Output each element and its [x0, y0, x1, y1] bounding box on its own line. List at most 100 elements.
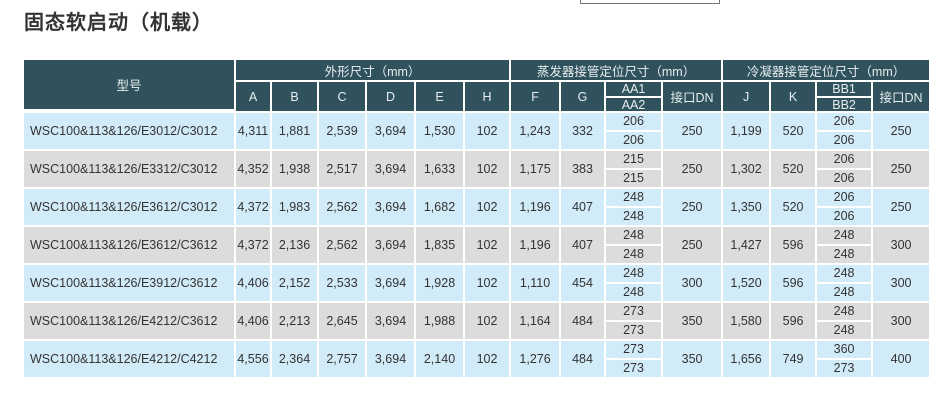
cell-dn2: 300 [873, 263, 930, 301]
cell-e: 2,140 [416, 339, 463, 377]
cell-bb: 248 248 [817, 301, 872, 339]
cell-dn1: 250 [663, 187, 722, 225]
cell-aa: 273 273 [606, 339, 662, 377]
cell-aa2: 273 [623, 323, 644, 337]
cell-bb2: 206 [833, 209, 855, 223]
cell-model: WSC100&113&126/E3612/C3612 [24, 225, 234, 263]
header-evaporator: 蒸发器接管定位尺寸（mm） [511, 60, 722, 82]
cell-e: 1,835 [416, 225, 463, 263]
cell-aa2: 248 [623, 209, 644, 223]
header-a: A [236, 82, 270, 111]
cell-h: 102 [465, 149, 510, 187]
cell-d: 3,694 [367, 149, 414, 187]
cell-a: 4,372 [236, 187, 270, 225]
cell-bb: 360 273 [817, 339, 872, 377]
header-bb2: BB2 [832, 98, 856, 112]
header-aa: AA1 AA2 [606, 82, 662, 112]
cell-b: 1,938 [272, 149, 317, 187]
cell-bb: 248 248 [817, 225, 872, 263]
cell-bb1: 248 [817, 227, 872, 246]
cell-h: 102 [465, 187, 510, 225]
header-g: G [561, 82, 605, 111]
cell-j: 1,520 [723, 263, 770, 301]
cell-g: 454 [561, 263, 605, 301]
cell-bb2: 206 [833, 133, 855, 147]
cell-aa2: 273 [623, 361, 644, 375]
cell-bb1: 248 [817, 303, 872, 322]
cell-c: 2,517 [319, 149, 365, 187]
cell-dn2: 250 [873, 149, 930, 187]
header-c: C [319, 82, 365, 111]
cell-d: 3,694 [367, 225, 414, 263]
cell-g: 407 [561, 187, 605, 225]
cell-bb1: 206 [817, 189, 872, 208]
table-row: WSC100&113&126/E3612/C3012 4,372 1,983 2,56… [24, 187, 930, 225]
table-row: WSC100&113&126/E4212/C4212 4,556 2,364 2,75… [24, 339, 930, 377]
cell-k: 520 [771, 187, 816, 225]
cell-b: 2,136 [272, 225, 317, 263]
cell-dn2: 300 [873, 225, 930, 263]
spec-table: 型号 外形尺寸（mm） 蒸发器接管定位尺寸（mm） 冷凝器接管定位尺寸（mm） … [22, 60, 930, 377]
header-outline-dimensions: 外形尺寸（mm） [236, 60, 510, 82]
cell-c: 2,533 [319, 263, 365, 301]
header-dn1: 接口DN [663, 82, 722, 111]
cell-aa1: 206 [606, 113, 662, 132]
cell-b: 1,983 [272, 187, 317, 225]
cell-bb2: 206 [833, 171, 855, 185]
cell-h: 102 [465, 301, 510, 339]
cell-dn2: 250 [873, 187, 930, 225]
cell-aa1: 215 [606, 151, 662, 170]
cell-dn1: 250 [663, 111, 722, 149]
header-bb1: BB1 [817, 82, 872, 98]
cell-j: 1,350 [723, 187, 770, 225]
cell-h: 102 [465, 339, 510, 377]
header-d: D [367, 82, 414, 111]
cell-j: 1,199 [723, 111, 770, 149]
cell-c: 2,757 [319, 339, 365, 377]
header-condenser: 冷凝器接管定位尺寸（mm） [723, 60, 930, 82]
decorative-frame-fragment [580, 0, 720, 4]
cell-aa: 273 273 [606, 301, 662, 339]
cell-f: 1,196 [511, 187, 560, 225]
cell-a: 4,556 [236, 339, 270, 377]
cell-bb: 206 206 [817, 111, 872, 149]
cell-k: 596 [771, 263, 816, 301]
cell-dn1: 250 [663, 149, 722, 187]
cell-bb: 248 248 [817, 263, 872, 301]
cell-g: 407 [561, 225, 605, 263]
cell-g: 484 [561, 339, 605, 377]
cell-aa: 215 215 [606, 149, 662, 187]
cell-c: 2,539 [319, 111, 365, 149]
cell-dn1: 250 [663, 225, 722, 263]
cell-model: WSC100&113&126/E3312/C3012 [24, 149, 234, 187]
cell-h: 102 [465, 111, 510, 149]
cell-f: 1,164 [511, 301, 560, 339]
cell-f: 1,243 [511, 111, 560, 149]
header-k: K [771, 82, 816, 111]
table-row: WSC100&113&126/E3612/C3612 4,372 2,136 2,56… [24, 225, 930, 263]
cell-h: 102 [465, 225, 510, 263]
cell-k: 596 [771, 301, 816, 339]
cell-aa1: 273 [606, 341, 662, 360]
cell-bb1: 360 [817, 341, 872, 360]
header-dn2: 接口DN [873, 82, 930, 111]
cell-b: 1,881 [272, 111, 317, 149]
cell-aa1: 248 [606, 189, 662, 208]
cell-g: 332 [561, 111, 605, 149]
cell-g: 484 [561, 301, 605, 339]
table-row: WSC100&113&126/E4212/C3612 4,406 2,213 2,64… [24, 301, 930, 339]
header-f: F [511, 82, 560, 111]
header-j: J [723, 82, 770, 111]
cell-dn1: 350 [663, 301, 722, 339]
cell-dn1: 300 [663, 263, 722, 301]
cell-model: WSC100&113&126/E4212/C4212 [24, 339, 234, 377]
cell-j: 1,302 [723, 149, 770, 187]
cell-bb1: 248 [817, 265, 872, 284]
cell-d: 3,694 [367, 339, 414, 377]
cell-aa: 248 248 [606, 263, 662, 301]
cell-j: 1,427 [723, 225, 770, 263]
cell-f: 1,196 [511, 225, 560, 263]
cell-b: 2,213 [272, 301, 317, 339]
cell-d: 3,694 [367, 111, 414, 149]
cell-k: 520 [771, 111, 816, 149]
